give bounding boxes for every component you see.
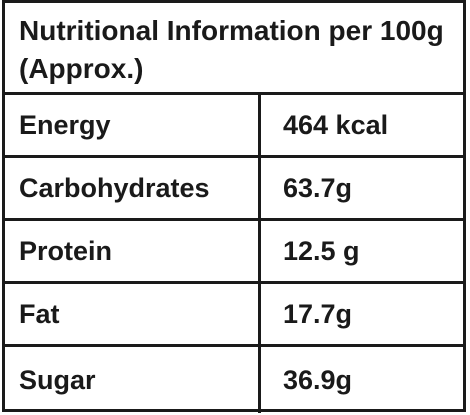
- row-value: 63.7g: [283, 172, 353, 203]
- table-row-sugar: Sugar 36.9g: [5, 347, 463, 413]
- row-value: 36.9g: [283, 364, 353, 395]
- row-value: 12.5 g: [283, 235, 360, 266]
- table-row-fat: Fat 17.7g: [5, 284, 463, 347]
- row-label: Protein: [5, 221, 261, 281]
- row-label: Carbohydrates: [5, 158, 261, 218]
- row-value: 17.7g: [283, 298, 353, 329]
- row-value: 464 kcal: [283, 109, 389, 140]
- table-row-energy: Energy 464 kcal: [5, 95, 463, 158]
- row-label: Energy: [5, 95, 261, 155]
- table-row-protein: Protein 12.5 g: [5, 221, 463, 284]
- row-label: Fat: [5, 284, 261, 344]
- table-title: Nutritional Information per 100g (Approx…: [5, 3, 463, 95]
- row-label: Sugar: [5, 347, 261, 413]
- table-row-carbohydrates: Carbohydrates 63.7g: [5, 158, 463, 221]
